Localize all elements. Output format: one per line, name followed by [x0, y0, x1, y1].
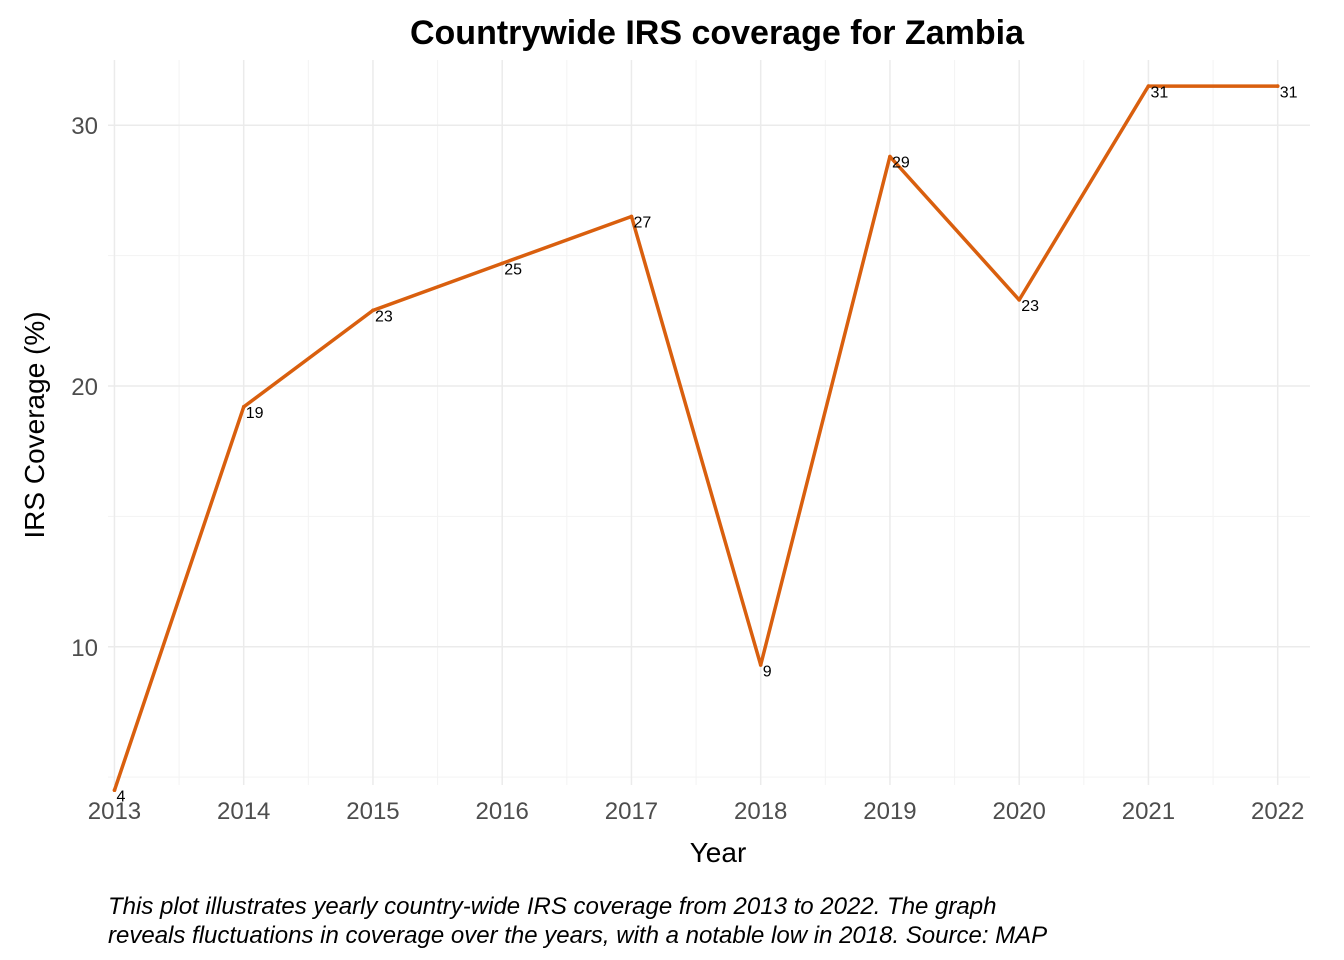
series-line [112, 84, 1280, 792]
x-tick-label: 2013 [88, 798, 141, 825]
y-axis-label: IRS Coverage (%) [19, 311, 50, 538]
x-tick-label: 2022 [1251, 798, 1304, 825]
x-tick-label: 2019 [863, 798, 916, 825]
y-axis-ticks: 10 20 30 [71, 113, 98, 662]
x-tick-label: 2021 [1122, 798, 1175, 825]
data-series [112, 84, 1280, 793]
data-label: 31 [1150, 84, 1168, 101]
data-point [1146, 84, 1151, 88]
data-label: 29 [892, 155, 910, 172]
data-point [888, 154, 892, 159]
data-point [500, 261, 505, 266]
data-labels: 4 19 23 25 27 9 29 23 31 31 [116, 84, 1297, 805]
x-tick-label: 2018 [734, 798, 787, 825]
y-tick-label: 30 [71, 113, 98, 140]
data-label: 27 [633, 215, 651, 232]
x-tick-label: 2014 [217, 798, 270, 825]
caption-line-1: This plot illustrates yearly country-wid… [108, 893, 997, 920]
data-label: 4 [116, 788, 125, 805]
x-axis-ticks: 2013 2014 2015 2016 2017 2018 2019 2020 2021 2022 [88, 798, 1305, 825]
data-point [371, 308, 375, 313]
data-label: 25 [504, 262, 522, 279]
data-label: 23 [1021, 298, 1039, 315]
x-axis-label: Year [690, 837, 747, 868]
x-tick-label: 2016 [476, 798, 529, 825]
caption-line-2: reveals fluctuations in coverage over th… [108, 922, 1048, 949]
data-label: 23 [375, 309, 393, 326]
data-point [241, 405, 246, 409]
data-point [1275, 84, 1280, 88]
data-label: 9 [763, 663, 772, 680]
data-point [1017, 298, 1021, 302]
x-tick-label: 2017 [605, 798, 658, 825]
data-point [758, 663, 763, 667]
data-label: 19 [246, 405, 264, 422]
y-tick-label: 10 [71, 635, 98, 662]
y-tick-label: 20 [71, 374, 98, 401]
data-point [629, 214, 634, 219]
x-tick-label: 2020 [992, 798, 1045, 825]
chart-title: Countrywide IRS coverage for Zambia [410, 14, 1025, 52]
major-gridlines [108, 60, 1310, 785]
data-point [112, 788, 117, 793]
data-label: 31 [1280, 84, 1298, 101]
minor-gridlines [108, 60, 1310, 785]
chart-caption: This plot illustrates yearly country-wid… [108, 892, 1308, 950]
x-tick-label: 2015 [346, 798, 399, 825]
